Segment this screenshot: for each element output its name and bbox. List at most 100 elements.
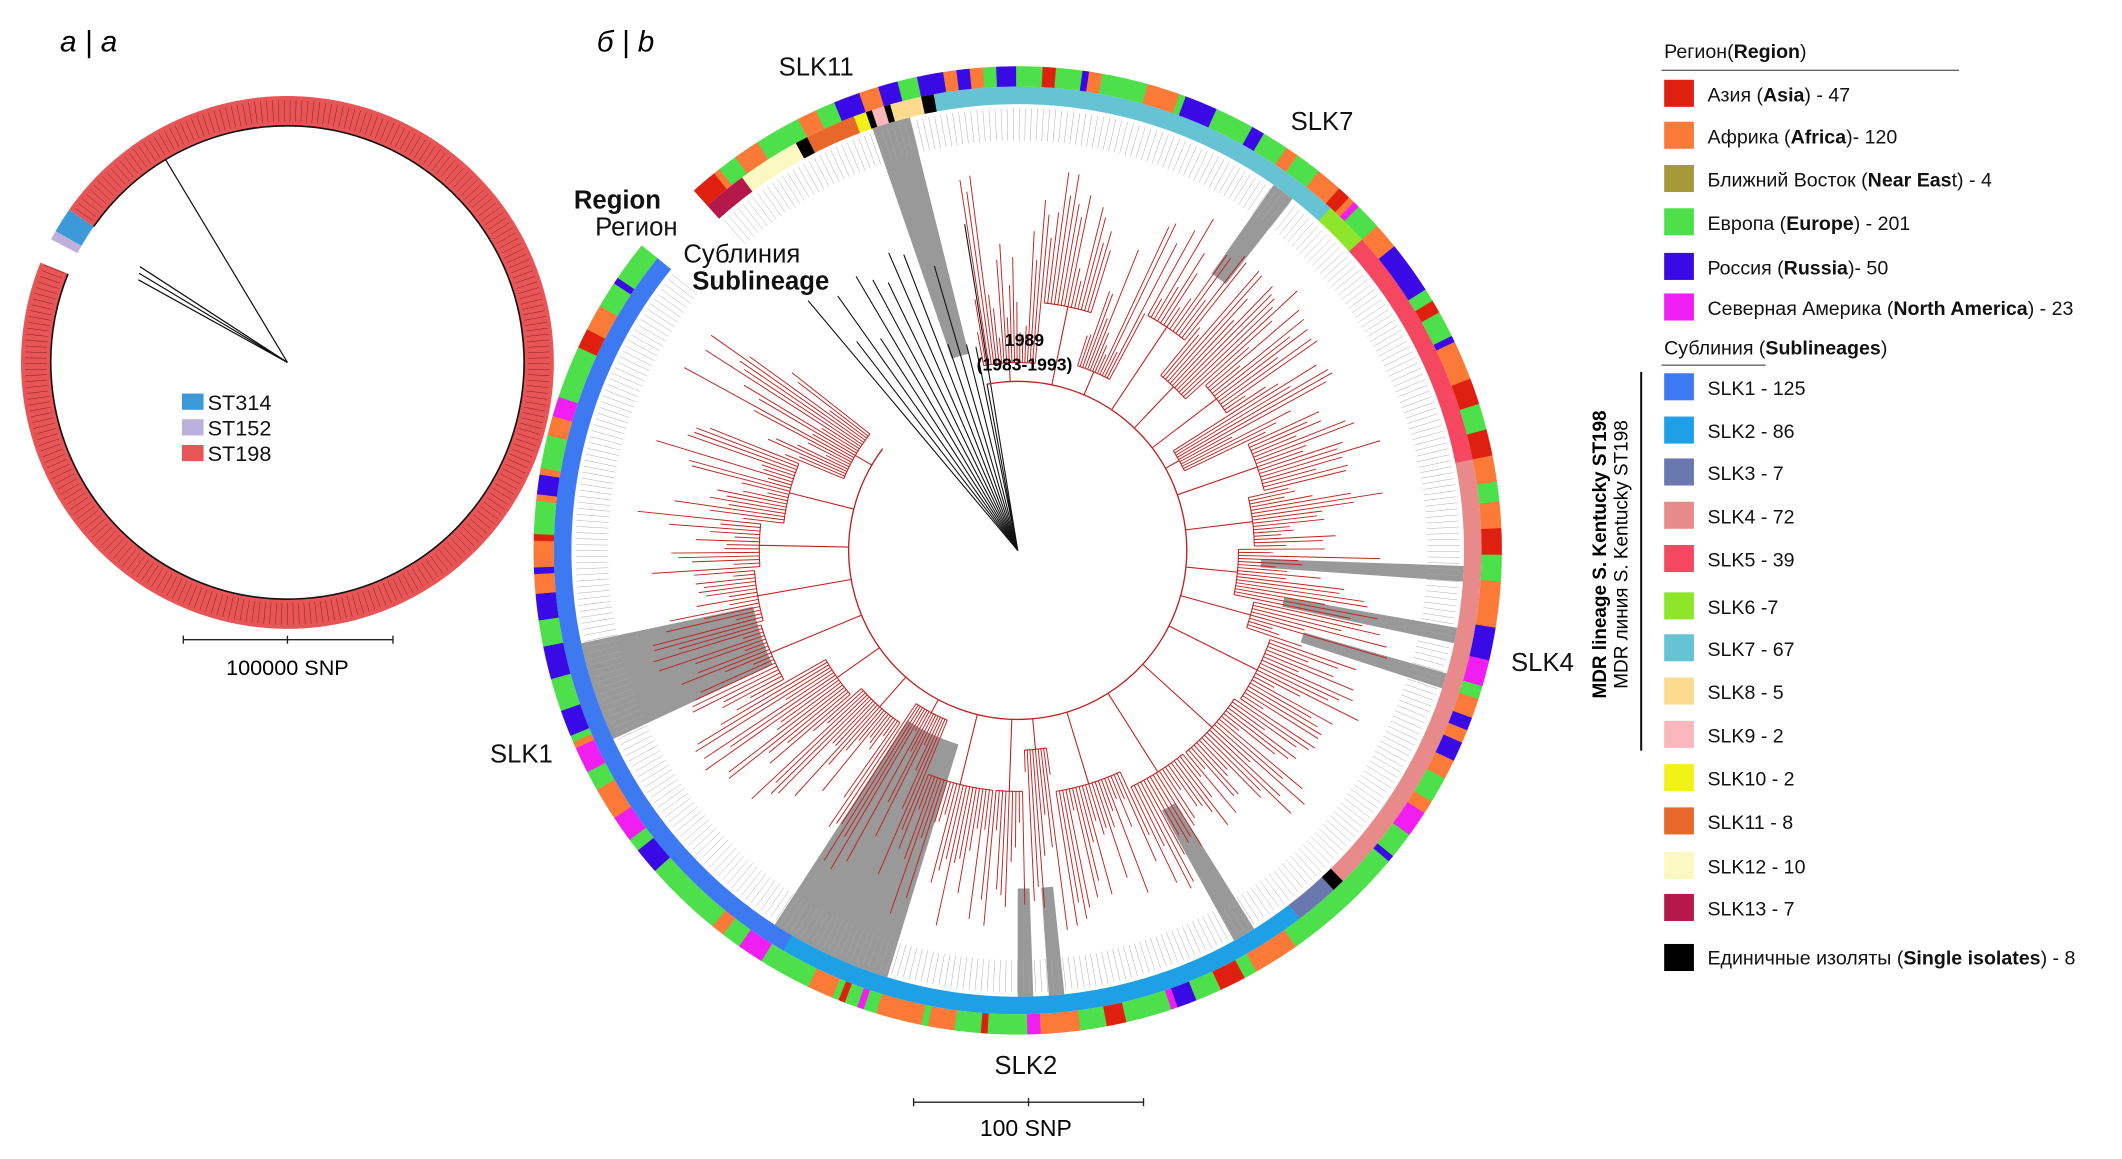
legend-label-sublineage: SLK12 - 10 <box>1707 857 1805 879</box>
legend-swatch-st314 <box>181 393 204 410</box>
region-cell <box>610 282 632 300</box>
tip-label <box>762 189 782 217</box>
region-cell <box>1400 807 1421 825</box>
tip-label <box>1341 279 1368 300</box>
sublineage-cell <box>710 884 727 903</box>
tree-tip-branch <box>1174 286 1273 389</box>
tip-label <box>351 594 359 616</box>
tip-label <box>803 163 820 193</box>
region-cell <box>903 78 916 100</box>
sublineage-cell <box>1461 503 1480 512</box>
sublineage-cell <box>1001 996 1009 1015</box>
tip-label <box>660 288 688 309</box>
tip-label <box>1167 138 1180 170</box>
region-cell <box>869 992 883 1014</box>
tree-branch <box>1111 326 1168 411</box>
tip-label <box>640 764 669 783</box>
sublineage-cell <box>1113 97 1125 117</box>
tree-tip-branch <box>1254 540 1323 544</box>
region-cell <box>717 914 736 935</box>
tree-tip-branch <box>905 779 945 899</box>
tree-tip-branch <box>930 783 958 883</box>
sublineage-cell <box>1111 985 1122 1004</box>
tip-label <box>631 750 661 767</box>
tree-tip-branch <box>1267 645 1309 663</box>
region-cell <box>1342 876 1362 896</box>
tip-label <box>525 322 547 326</box>
tip-label <box>664 797 692 818</box>
tip-label <box>528 368 550 371</box>
region-cell <box>1115 1002 1127 1024</box>
sublineage-cell <box>1280 175 1297 194</box>
sublineage-cell <box>1398 776 1418 792</box>
tree-tip-branch <box>671 551 760 554</box>
tip-label <box>1327 260 1353 283</box>
tree-tip-branch <box>775 438 848 472</box>
region-cell <box>645 847 666 866</box>
tip-label <box>322 102 326 125</box>
region-cell <box>587 762 609 779</box>
tip-label <box>1314 832 1339 856</box>
legend-swatch-region <box>1664 252 1694 280</box>
region-cell <box>1374 241 1395 260</box>
sublineage-cell <box>567 433 586 445</box>
tip-label <box>742 203 764 230</box>
node-date-interval: (1983-1993) <box>977 355 1073 375</box>
region-cell <box>613 277 635 295</box>
region-cell <box>707 906 726 927</box>
tree-tip-branch <box>1253 534 1282 537</box>
tip-label <box>588 442 621 451</box>
region-cell <box>1020 1014 1028 1035</box>
region-cell <box>960 1011 970 1032</box>
tip-label <box>1413 436 1446 446</box>
tip-label <box>922 118 930 151</box>
tip-label <box>582 623 615 630</box>
tip-label <box>421 562 434 581</box>
sublineage-cell <box>1454 633 1474 644</box>
tip-label <box>248 102 253 125</box>
region-cell <box>1304 910 1323 932</box>
tip-label <box>1063 111 1069 144</box>
tree-tip-branch <box>728 591 758 598</box>
sublineage-cell <box>1364 258 1383 276</box>
region-cell <box>1472 455 1494 467</box>
tree-tip-branch <box>944 782 955 815</box>
sublineage-cell <box>755 918 772 937</box>
tip-label <box>452 171 469 188</box>
sublineage-cell <box>1155 109 1168 128</box>
sublineage-cell <box>594 732 613 746</box>
region-cell <box>901 1000 913 1023</box>
tip-label <box>579 489 612 495</box>
tree-branch <box>836 647 880 678</box>
sublineage-cell <box>641 812 660 828</box>
region-cell <box>536 604 558 614</box>
sublineage-cell <box>1129 980 1141 1000</box>
tip-label <box>1421 618 1454 625</box>
region-cell <box>581 751 603 767</box>
highlight-wedge <box>1161 802 1255 941</box>
tree-branch <box>1066 711 1090 784</box>
tree-tip-branch <box>1263 464 1348 488</box>
tree-tip-branch <box>1201 737 1262 798</box>
tip-label <box>470 518 487 534</box>
tip-label <box>392 578 403 599</box>
tree-tip-branch <box>717 489 787 505</box>
tip-label <box>1294 852 1317 877</box>
tree-branch <box>789 492 854 510</box>
region-cell <box>543 642 565 654</box>
sublineage-cell <box>996 86 1005 105</box>
panel-a-ring <box>21 96 554 629</box>
tree-tip-branch <box>692 669 779 713</box>
tip-label <box>133 149 147 168</box>
region-cell <box>1064 1011 1074 1033</box>
tip-label <box>1358 304 1386 323</box>
tree-branch <box>165 159 288 363</box>
sublineage-cell <box>859 112 872 131</box>
tree-tip-branch <box>1196 742 1228 776</box>
tip-label <box>1047 109 1050 142</box>
tree-tip-branch <box>710 531 760 536</box>
tip-label <box>498 478 518 490</box>
tip-label <box>33 422 55 429</box>
tree-tip-branch <box>720 661 828 726</box>
clade-label-slk1: SLK1 <box>490 741 553 769</box>
